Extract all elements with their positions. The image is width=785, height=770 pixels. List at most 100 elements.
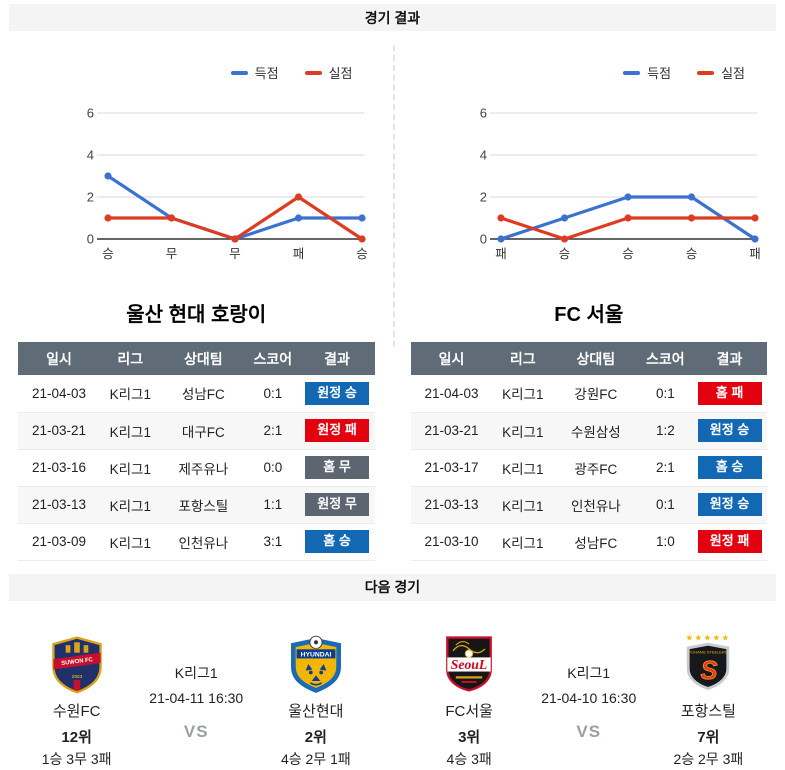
svg-text:승: 승	[558, 247, 570, 261]
next-match-section-header: 다음 경기	[9, 574, 776, 601]
team-name: FC서울	[407, 700, 532, 721]
match-datetime: 21-04-11 16:30	[139, 690, 253, 706]
match-result: 홈 승	[692, 449, 767, 486]
opponent-name: 인천유나	[161, 523, 247, 560]
team-name: 수원FC	[14, 700, 139, 721]
suwon-fc-logo: SUWON FC 2003	[46, 631, 108, 697]
panel-divider	[393, 45, 395, 347]
match-league: K리그1	[100, 449, 161, 486]
match-score: 2:1	[246, 412, 299, 449]
column-header: 리그	[100, 342, 161, 375]
match-score: 0:1	[639, 375, 692, 412]
match-result: 원정 승	[692, 486, 767, 523]
svg-text:POHANG STEELERS: POHANG STEELERS	[689, 649, 728, 654]
match-away-team: ★★★★★ POHANG STEELERS S 포항스틸 7위 2승 2무 3패	[646, 631, 771, 769]
svg-text:패: 패	[495, 247, 507, 261]
match-league: K리그1	[492, 523, 553, 560]
svg-text:2003: 2003	[71, 674, 82, 679]
svg-text:S: S	[701, 657, 718, 685]
team-title-ulsan: 울산 현대 호랑이	[0, 298, 393, 327]
column-header: 리그	[492, 342, 553, 375]
team-title-seoul: FC 서울	[393, 298, 785, 327]
result-badge: 원정 패	[305, 419, 369, 442]
match-league: K리그1	[492, 412, 553, 449]
match-league: K리그1	[492, 449, 553, 486]
column-header: 결과	[692, 342, 767, 375]
svg-text:4: 4	[479, 148, 486, 163]
legend-label: 득점	[647, 63, 671, 82]
match-result: 홈 승	[300, 523, 375, 560]
chart-legend: 득점 실점	[393, 63, 746, 82]
match-result: 원정 패	[692, 523, 767, 560]
match-home-team: SeouL FC서울 3위 4승 3패	[407, 631, 532, 769]
team-rank: 7위	[646, 726, 771, 747]
match-result: 홈 무	[300, 449, 375, 486]
match-date: 21-03-21	[18, 412, 100, 449]
match-date: 21-03-13	[411, 486, 493, 523]
fc-seoul-logo: SeouL	[438, 631, 500, 697]
next-match-section-title: 다음 경기	[365, 577, 420, 597]
match-score: 0:0	[246, 449, 299, 486]
result-badge: 원정 승	[698, 493, 762, 516]
opponent-name: 성남FC	[161, 375, 247, 412]
opponent-name: 포항스틸	[161, 486, 247, 523]
opponent-name: 광주FC	[553, 449, 639, 486]
svg-text:패: 패	[749, 247, 761, 261]
chart-legend: 득점 실점	[0, 63, 353, 82]
match-away-team: HYUNDAI 울산현대 2위 4승 2무 1패	[253, 631, 378, 769]
result-badge: 원정 무	[305, 493, 369, 516]
match-date: 21-03-17	[411, 449, 493, 486]
team-rank: 12위	[14, 726, 139, 747]
svg-text:2: 2	[479, 190, 486, 205]
match-result: 원정 승	[692, 412, 767, 449]
match-league: K리그1	[139, 663, 253, 683]
match-league: K리그1	[100, 375, 161, 412]
svg-text:패: 패	[293, 247, 305, 261]
match-league: K리그1	[100, 486, 161, 523]
match-result: 홈 패	[692, 375, 767, 412]
team-name: 포항스틸	[646, 700, 771, 721]
svg-text:승: 승	[102, 247, 114, 261]
column-header: 상대팀	[161, 342, 247, 375]
opponent-name: 성남FC	[553, 523, 639, 560]
result-badge: 원정 패	[698, 530, 762, 553]
column-header: 스코어	[639, 342, 692, 375]
match-info: K리그1 21-04-10 16:30 VS	[532, 631, 646, 769]
match-result: 원정 무	[300, 486, 375, 523]
legend-label: 실점	[329, 63, 353, 82]
match-date: 21-03-16	[18, 449, 100, 486]
svg-text:0: 0	[87, 232, 94, 247]
result-badge: 홈 승	[698, 456, 762, 479]
match-score: 2:1	[639, 449, 692, 486]
match-date: 21-03-21	[411, 412, 493, 449]
legend-label: 득점	[255, 63, 279, 82]
svg-text:승: 승	[356, 247, 368, 261]
vs-label: VS	[139, 722, 253, 742]
svg-text:무: 무	[166, 247, 178, 261]
results-section-header: 경기 결과	[9, 4, 776, 31]
match-date: 21-04-03	[18, 375, 100, 412]
svg-text:승: 승	[685, 247, 697, 261]
next-match-card-ulsan: SUWON FC 2003 수원FC 12위 1승 3무 3패 K리그1 21-…	[0, 607, 393, 769]
column-header: 상대팀	[553, 342, 639, 375]
match-league: K리그1	[492, 375, 553, 412]
match-score: 0:1	[246, 375, 299, 412]
match-date: 21-03-10	[411, 523, 493, 560]
goals-for-line-icon	[231, 71, 248, 75]
opponent-name: 인천유나	[553, 486, 639, 523]
